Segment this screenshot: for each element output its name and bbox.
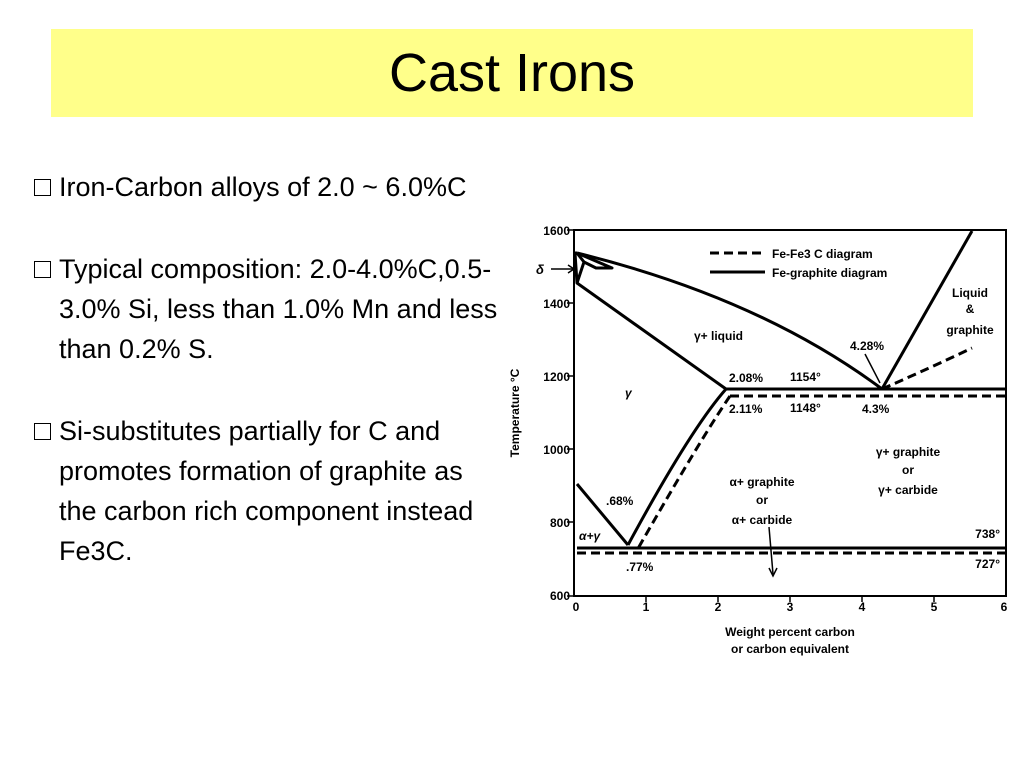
y-tick-label: 1200 (543, 370, 570, 384)
liquid-graphite-label: graphite (946, 323, 994, 337)
x-tick-label: 4 (859, 600, 866, 614)
eutectoid-temp-cementite: 727° (975, 557, 1000, 571)
y-tick-label: 1000 (543, 443, 570, 457)
bullet-item: Iron-Carbon alloys of 2.0 ~ 6.0%C (34, 167, 504, 207)
eutectic-temp-graphite: 1154° (790, 370, 821, 384)
eutectic-composition-graphite: 4.28% (850, 339, 884, 353)
alpha-graphite-label: α+ graphite (729, 475, 794, 489)
x-tick-label: 2 (715, 600, 722, 614)
gamma-liquid-label: γ+ liquid (694, 329, 743, 343)
fe-graphite-lines (573, 230, 1006, 550)
checkbox-bullet-icon (34, 261, 51, 278)
gamma-graphite-label: γ+ carbide (878, 483, 938, 497)
bullet-text: Iron-Carbon alloys of 2.0 ~ 6.0%C (59, 172, 467, 202)
y-axis-label: Temperature °C (508, 368, 522, 457)
liquid-graphite-label: & (966, 302, 975, 316)
alpha-graphite-label: or (756, 493, 768, 507)
fe-fe3c-lines (577, 346, 1006, 555)
x-tick-label: 0 (573, 600, 580, 614)
eutectic-temp-cementite: 1148° (790, 401, 821, 415)
eutectoid-composition-cementite: .77% (626, 560, 654, 574)
x-tick-label: 6 (1001, 600, 1008, 614)
annotation-arrows (551, 264, 881, 578)
x-tick-label: 1 (643, 600, 650, 614)
y-tick-label: 1400 (543, 297, 570, 311)
eutectoid-composition-graphite: .68% (606, 494, 634, 508)
legend-solid-label: Fe-graphite diagram (772, 266, 887, 280)
legend-dashed-label: Fe-Fe3 C diagram (772, 247, 873, 261)
max-solubility-graphite: 2.08% (729, 371, 763, 385)
y-tick-label: 800 (550, 516, 570, 530)
eutectic-composition-cementite: 4.3% (862, 402, 890, 416)
alpha-graphite-label: α+ carbide (732, 513, 793, 527)
gamma-region-label: γ (625, 386, 633, 400)
bullet-item: Si-substitutes partially for C and promo… (34, 411, 504, 571)
checkbox-bullet-icon (34, 179, 51, 196)
gamma-graphite-label: or (902, 463, 914, 477)
max-solubility-cementite: 2.11% (729, 402, 763, 416)
eutectoid-temp-graphite: 738° (975, 527, 1000, 541)
slide-title: Cast Irons (388, 43, 636, 103)
x-axis-label: Weight percent carbon (725, 625, 855, 639)
x-axis-label: or carbon equivalent (731, 642, 849, 656)
x-tick-label: 5 (931, 600, 938, 614)
alpha-gamma-label: α+γ (579, 529, 601, 543)
bullet-text: Typical composition: 2.0-4.0%C,0.5-3.0% … (59, 254, 498, 364)
bullet-text: Si-substitutes partially for C and promo… (59, 416, 474, 566)
liquid-graphite-label: Liquid (952, 286, 988, 300)
y-tick-label: 600 (550, 589, 570, 603)
gamma-graphite-label: γ+ graphite (876, 445, 941, 459)
y-tick-label: 1600 (543, 224, 570, 238)
phase-diagram: 1600 1400 1200 1000 800 600 0 1 2 3 4 5 … (500, 215, 1020, 665)
phase-diagram-svg: 1600 1400 1200 1000 800 600 0 1 2 3 4 5 … (508, 224, 1008, 656)
x-tick-label: 3 (787, 600, 794, 614)
title-banner: Cast Irons (51, 29, 973, 117)
bullet-list: Iron-Carbon alloys of 2.0 ~ 6.0%C Typica… (34, 167, 504, 613)
checkbox-bullet-icon (34, 423, 51, 440)
bullet-item: Typical composition: 2.0-4.0%C,0.5-3.0% … (34, 249, 504, 369)
delta-label: δ (536, 262, 544, 277)
